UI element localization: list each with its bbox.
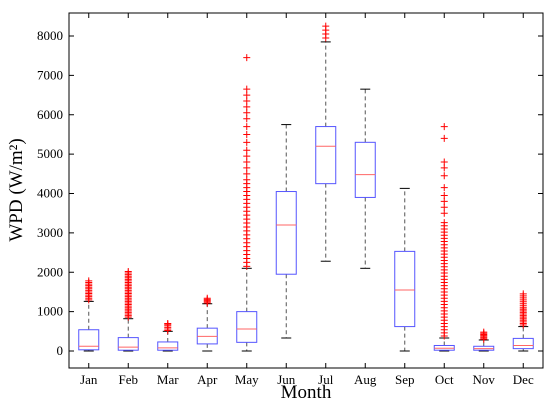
outlier-point bbox=[124, 267, 132, 275]
outlier-point bbox=[243, 176, 251, 184]
plot-layer: 0 1000 2000 3000 4000 5000 6000 7000 8000 Jan Feb M… bbox=[37, 13, 543, 387]
outlier-point bbox=[243, 123, 251, 131]
outlier-point bbox=[440, 191, 448, 199]
y-tick-label: 7000 bbox=[37, 67, 63, 82]
outlier-point bbox=[322, 22, 330, 30]
box-jun bbox=[275, 191, 297, 275]
outlier-point bbox=[440, 172, 448, 180]
outlier-point bbox=[440, 164, 448, 172]
x-tick-label: Feb bbox=[119, 372, 139, 387]
x-tick-label: Dec bbox=[513, 372, 534, 387]
outlier-point bbox=[440, 219, 448, 227]
x-tick-label: Jul bbox=[318, 372, 334, 387]
box-may bbox=[236, 311, 258, 343]
outlier-point bbox=[519, 290, 527, 298]
box-feb bbox=[117, 337, 139, 351]
box-dec bbox=[512, 337, 534, 350]
outlier-point bbox=[440, 123, 448, 131]
box-jul bbox=[315, 126, 337, 185]
outlier-point bbox=[480, 328, 488, 336]
outlier-point bbox=[243, 164, 251, 172]
outlier-point bbox=[243, 97, 251, 105]
plot-frame bbox=[68, 12, 544, 369]
x-tick-label: Jan bbox=[80, 372, 98, 387]
x-tick-label: Apr bbox=[197, 372, 218, 387]
outlier-point bbox=[440, 184, 448, 192]
outlier-point bbox=[440, 158, 448, 166]
box-sep bbox=[394, 250, 416, 328]
outlier-point bbox=[243, 138, 251, 146]
y-tick-label: 4000 bbox=[37, 186, 63, 201]
y-tick-label: 1000 bbox=[37, 304, 63, 319]
outlier-point bbox=[243, 146, 251, 154]
outlier-point bbox=[243, 170, 251, 178]
y-tick-label: 5000 bbox=[37, 146, 63, 161]
x-tick-label: Aug bbox=[354, 372, 377, 387]
outlier-point bbox=[243, 54, 251, 62]
outlier-point bbox=[243, 130, 251, 138]
outlier-point bbox=[203, 294, 211, 302]
box-jan bbox=[78, 329, 100, 351]
outlier-point bbox=[243, 85, 251, 93]
y-tick-label: 8000 bbox=[37, 28, 63, 43]
x-tick-label: Oct bbox=[435, 372, 454, 387]
x-tick-label: Sep bbox=[395, 372, 415, 387]
outlier-point bbox=[243, 103, 251, 111]
outlier-point bbox=[243, 152, 251, 160]
outlier-point bbox=[243, 158, 251, 166]
x-tick-label: Mar bbox=[157, 372, 179, 387]
y-tick-label: 3000 bbox=[37, 225, 63, 240]
outlier-point bbox=[85, 277, 93, 285]
x-tick-label: Jun bbox=[277, 372, 296, 387]
box-mar bbox=[157, 341, 179, 351]
x-axis-title: Month bbox=[281, 382, 332, 403]
outlier-point bbox=[243, 109, 251, 117]
y-axis-title: WPD (W/m²) bbox=[6, 138, 27, 241]
y-tick-label: 6000 bbox=[37, 107, 63, 122]
outlier-point bbox=[440, 197, 448, 205]
y-tick-label: 2000 bbox=[37, 264, 63, 279]
outlier-point bbox=[243, 91, 251, 99]
box-aug bbox=[354, 141, 376, 198]
outlier-point bbox=[440, 203, 448, 211]
x-tick-label: May bbox=[235, 372, 259, 387]
outlier-point bbox=[164, 319, 172, 327]
outlier-point bbox=[243, 115, 251, 123]
y-tick-label: 0 bbox=[57, 343, 64, 358]
outlier-point bbox=[440, 134, 448, 142]
x-tick-label: Nov bbox=[473, 372, 496, 387]
outlier-point bbox=[440, 209, 448, 217]
